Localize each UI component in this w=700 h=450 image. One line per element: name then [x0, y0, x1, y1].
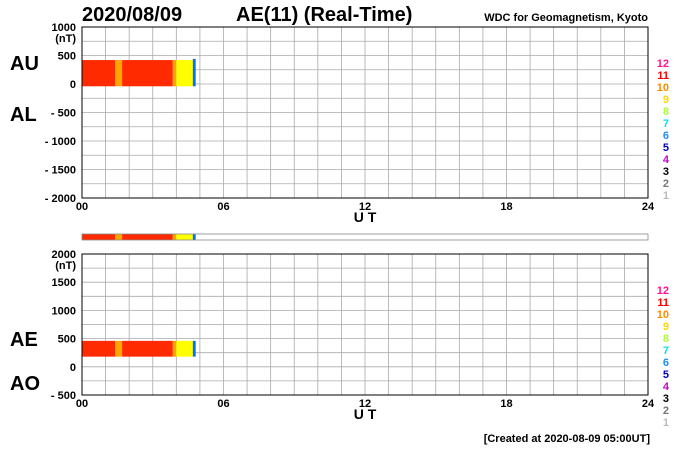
coverage-bar-frame: [81, 233, 649, 241]
side-label-upper: AU: [10, 53, 39, 75]
data-segment-yellow: [176, 340, 193, 357]
created-timestamp: [Created at 2020-08-09 05:00UT]: [483, 433, 650, 445]
station-legend-label: 2: [663, 178, 669, 190]
y-tick-label: 500: [58, 334, 76, 346]
coverage-segment-blue: [192, 234, 196, 240]
organization-label: WDC for Geomagnetism, Kyoto: [484, 12, 648, 24]
data-segment-red: [82, 340, 116, 357]
station-legend-label: 8: [663, 106, 669, 118]
data-segment-orange: [115, 340, 123, 357]
coverage-segment-orange: [172, 234, 177, 240]
station-legend-label: 9: [663, 94, 669, 106]
y-unit-label: (nT): [55, 33, 76, 45]
station-legend-label: 3: [663, 166, 669, 178]
station-legend-label: 3: [663, 393, 669, 405]
side-label-upper: AE: [10, 329, 38, 351]
x-tick-label: 12: [359, 201, 371, 213]
station-legend-label: 6: [663, 130, 669, 142]
coverage-segment-yellow: [176, 234, 193, 240]
x-tick-label: 24: [642, 201, 655, 213]
x-axis-label: U T: [354, 406, 377, 422]
station-legend-label: 12: [657, 58, 669, 70]
y-tick-label: - 500: [51, 390, 76, 402]
station-legend-label: 4: [663, 381, 670, 393]
coverage-segment-orange: [115, 234, 123, 240]
x-tick-label: 06: [217, 201, 229, 213]
y-tick-label: 0: [70, 362, 76, 374]
station-legend-label: 11: [657, 297, 669, 309]
coverage-segment-red: [122, 234, 173, 240]
side-label-lower: AL: [10, 104, 37, 126]
station-legend-label: 7: [663, 345, 669, 357]
chart-title: AE(11) (Real-Time): [236, 4, 413, 26]
x-tick-label: 18: [500, 201, 512, 213]
y-tick-label: 2000: [52, 249, 76, 261]
data-segment-yellow: [176, 60, 193, 87]
x-tick-label: 06: [217, 398, 229, 410]
y-tick-label: 0: [70, 79, 76, 91]
side-label-lower: AO: [10, 373, 40, 395]
station-legend-label: 6: [663, 357, 669, 369]
chart-date: 2020/08/09: [82, 4, 183, 26]
y-unit-label: (nT): [55, 260, 76, 272]
data-segment-red: [122, 60, 173, 87]
plot-frame: [81, 26, 649, 199]
station-legend-label: 1: [663, 417, 669, 429]
coverage-segment-red: [82, 234, 116, 240]
x-tick-label: 00: [76, 398, 88, 410]
station-legend-label: 5: [663, 142, 669, 154]
data-segment-red: [122, 340, 173, 357]
x-tick-label: 18: [500, 398, 512, 410]
station-legend-label: 2: [663, 405, 669, 417]
station-legend-label: 9: [663, 321, 669, 333]
station-legend-label: 10: [657, 309, 669, 321]
station-legend-label: 8: [663, 333, 669, 345]
station-legend-label: 7: [663, 118, 669, 130]
y-tick-label: - 1000: [45, 136, 76, 148]
data-segment-orange: [172, 340, 177, 357]
x-tick-label: 12: [359, 398, 371, 410]
y-tick-label: - 2000: [45, 193, 76, 205]
data-segment-orange: [172, 60, 177, 87]
y-tick-label: - 500: [51, 108, 76, 120]
x-tick-label: 00: [76, 201, 88, 213]
station-legend-label: 10: [657, 82, 669, 94]
y-tick-label: - 1500: [45, 165, 76, 177]
y-tick-label: 1000: [52, 305, 76, 317]
station-legend-label: 1: [663, 190, 669, 202]
station-legend-label: 11: [657, 70, 669, 82]
data-segment-orange: [115, 60, 123, 87]
data-segment-blue: [192, 340, 196, 357]
plot-frame: [81, 253, 649, 396]
station-legend-label: 4: [663, 154, 670, 166]
station-legend-label: 5: [663, 369, 669, 381]
station-legend-label: 12: [657, 285, 669, 297]
y-tick-label: 1500: [52, 277, 76, 289]
data-segment-red: [82, 60, 116, 87]
y-tick-label: 500: [58, 51, 76, 63]
y-tick-label: 1000: [52, 22, 76, 34]
data-segment-blue: [192, 58, 196, 87]
x-axis-label: U T: [354, 209, 377, 225]
x-tick-label: 24: [642, 398, 655, 410]
